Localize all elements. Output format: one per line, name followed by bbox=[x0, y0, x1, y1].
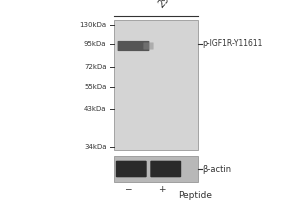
Text: 293: 293 bbox=[157, 0, 176, 9]
Text: −: − bbox=[124, 184, 131, 194]
Bar bbox=[114, 156, 198, 182]
FancyBboxPatch shape bbox=[143, 42, 154, 50]
FancyBboxPatch shape bbox=[118, 41, 149, 51]
Text: +: + bbox=[158, 184, 166, 194]
Text: 95kDa: 95kDa bbox=[84, 41, 106, 47]
Text: Peptide: Peptide bbox=[178, 190, 212, 200]
Text: 34kDa: 34kDa bbox=[84, 144, 106, 150]
Text: 72kDa: 72kDa bbox=[84, 64, 106, 70]
Text: 55kDa: 55kDa bbox=[84, 84, 106, 90]
FancyBboxPatch shape bbox=[116, 161, 147, 177]
Bar bbox=[114, 20, 198, 150]
Text: 130kDa: 130kDa bbox=[80, 22, 106, 28]
Text: 43kDa: 43kDa bbox=[84, 106, 106, 112]
Text: p-IGF1R-Y11611: p-IGF1R-Y11611 bbox=[202, 40, 263, 48]
FancyBboxPatch shape bbox=[150, 161, 181, 177]
Text: β-actin: β-actin bbox=[202, 164, 232, 173]
